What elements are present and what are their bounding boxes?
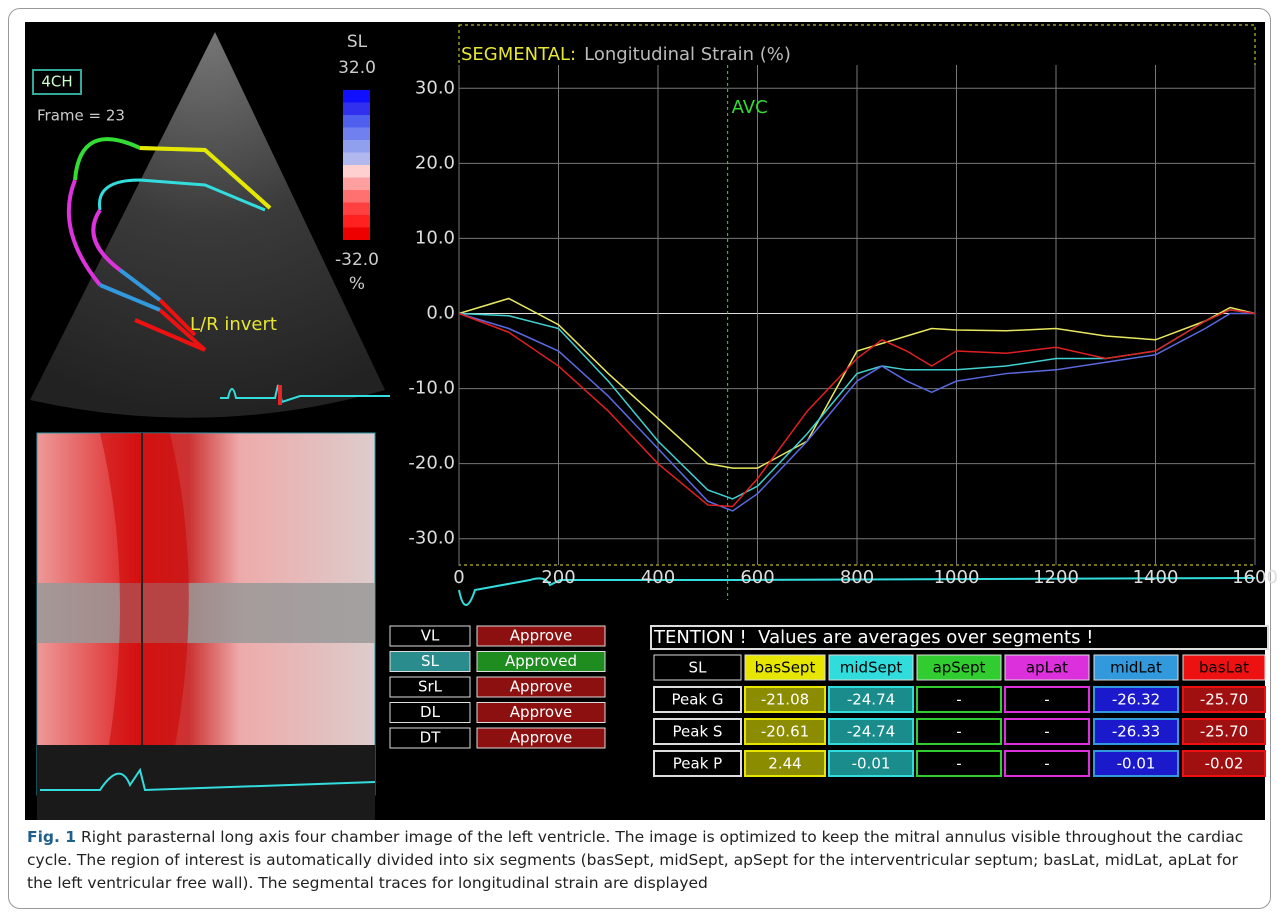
x-tick-label: 200 bbox=[541, 567, 575, 588]
color-step bbox=[343, 128, 370, 141]
y-tick-label: -10.0 bbox=[408, 378, 455, 399]
color-step bbox=[343, 203, 370, 216]
x-tick-label: 1400 bbox=[1133, 567, 1179, 588]
x-tick-label: 1200 bbox=[1033, 567, 1079, 588]
color-step bbox=[343, 165, 370, 178]
x-tick-label: 400 bbox=[641, 567, 675, 588]
color-scale bbox=[343, 90, 370, 240]
table-cell: - bbox=[1044, 691, 1049, 709]
column-header: apLat bbox=[1026, 659, 1068, 677]
y-tick-label: -30.0 bbox=[408, 528, 455, 549]
table-cell: -25.70 bbox=[1200, 723, 1248, 741]
x-tick-label: 1600 bbox=[1232, 567, 1278, 588]
button-label: VL bbox=[421, 627, 440, 645]
frame-label: Frame = 23 bbox=[37, 107, 125, 125]
y-tick-label: 0.0 bbox=[426, 302, 455, 323]
approve-label[interactable]: Approve bbox=[510, 729, 572, 747]
column-header: basSept bbox=[755, 659, 816, 677]
color-step bbox=[343, 140, 370, 153]
y-tick-label: 30.0 bbox=[415, 77, 455, 98]
table-cell: -24.74 bbox=[847, 723, 895, 741]
y-tick-label: -20.0 bbox=[408, 453, 455, 474]
table-cell: -0.02 bbox=[1205, 755, 1244, 773]
color-step bbox=[343, 178, 370, 191]
chart-subtitle: Longitudinal Strain (%) bbox=[584, 44, 791, 65]
scale-unit: % bbox=[349, 274, 365, 294]
table-cell: Peak G bbox=[671, 691, 723, 709]
screen: 4CH Frame = 23 SL 32.0 -32.0 % L/R inver… bbox=[0, 0, 1281, 826]
table-title: TENTION ! Values are averages over segme… bbox=[653, 627, 1093, 648]
color-step bbox=[343, 103, 370, 116]
table-cell: - bbox=[1044, 755, 1049, 773]
table-cell: - bbox=[956, 755, 961, 773]
color-step bbox=[343, 190, 370, 203]
table-cell: Peak P bbox=[673, 755, 722, 773]
annotation-label: AVC bbox=[732, 97, 768, 118]
button-label: DT bbox=[420, 729, 442, 747]
y-tick-label: 20.0 bbox=[415, 152, 455, 173]
approve-label[interactable]: Approve bbox=[510, 627, 572, 645]
caption-text: Right parasternal long axis four chamber… bbox=[27, 828, 1243, 892]
x-tick-label: 1000 bbox=[934, 567, 980, 588]
table-cell: -21.08 bbox=[761, 691, 809, 709]
column-header: midSept bbox=[840, 659, 903, 677]
approve-label[interactable]: Approve bbox=[510, 678, 572, 696]
scale-name: SL bbox=[347, 32, 368, 52]
chart-title: SEGMENTAL: bbox=[461, 44, 576, 65]
table-cell: -25.70 bbox=[1200, 691, 1248, 709]
x-tick-label: 0 bbox=[453, 567, 464, 588]
color-step bbox=[343, 228, 370, 241]
invert-label: L/R invert bbox=[190, 314, 277, 335]
button-label: SL bbox=[421, 652, 440, 670]
table-cell: - bbox=[956, 691, 961, 709]
caption-label: Fig. 1 bbox=[27, 828, 76, 846]
x-tick-label: 600 bbox=[740, 567, 774, 588]
scale-max: 32.0 bbox=[338, 58, 376, 78]
table-cell: -0.01 bbox=[1117, 755, 1156, 773]
table-cell: -24.74 bbox=[847, 691, 895, 709]
figure: 4CH Frame = 23 SL 32.0 -32.0 % L/R inver… bbox=[0, 0, 1281, 917]
mmode-band bbox=[37, 583, 375, 643]
table-cell: - bbox=[956, 723, 961, 741]
view-label: 4CH bbox=[41, 73, 72, 91]
column-header: apSept bbox=[933, 659, 986, 677]
color-step bbox=[343, 215, 370, 228]
table-cell: - bbox=[1044, 723, 1049, 741]
column-header: midLat bbox=[1110, 659, 1162, 677]
table-cell: -0.01 bbox=[852, 755, 891, 773]
color-step bbox=[343, 115, 370, 128]
y-tick-label: 10.0 bbox=[415, 227, 455, 248]
table-cell: -26.33 bbox=[1112, 723, 1160, 741]
mmode-ecg-bg bbox=[37, 745, 375, 820]
button-label: SrL bbox=[418, 678, 443, 696]
x-tick-label: 800 bbox=[840, 567, 874, 588]
column-header: SL bbox=[689, 659, 708, 677]
button-label: DL bbox=[420, 703, 441, 721]
caption: Fig. 1 Right parasternal long axis four … bbox=[27, 826, 1257, 895]
table-cell: -26.32 bbox=[1112, 691, 1160, 709]
color-step bbox=[343, 90, 370, 103]
color-step bbox=[343, 153, 370, 166]
approve-label[interactable]: Approved bbox=[505, 652, 577, 670]
scale-min: -32.0 bbox=[335, 250, 379, 270]
approve-label[interactable]: Approve bbox=[510, 703, 572, 721]
table-cell: Peak S bbox=[673, 723, 723, 741]
column-header: basLat bbox=[1199, 659, 1249, 677]
table-cell: -20.61 bbox=[761, 723, 809, 741]
table-cell: 2.44 bbox=[768, 755, 801, 773]
